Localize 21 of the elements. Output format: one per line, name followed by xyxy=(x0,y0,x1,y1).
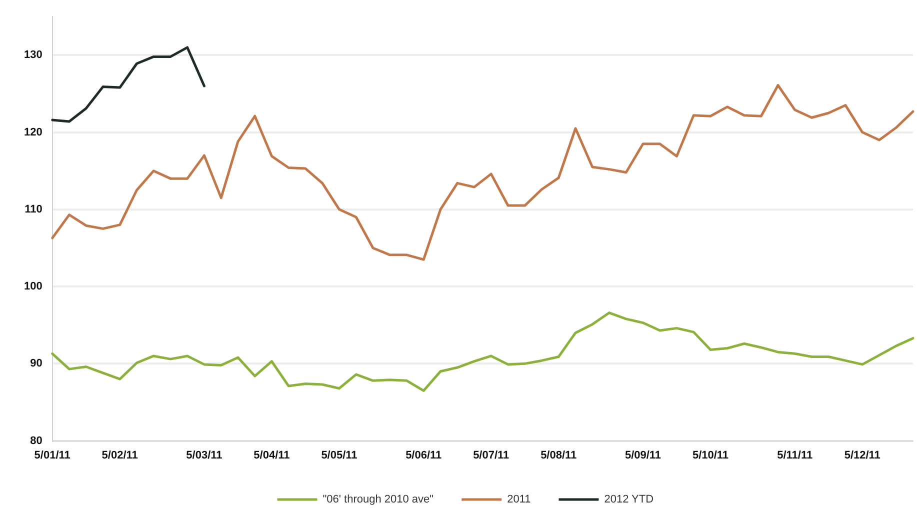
x-tick-label: 5/03/11 xyxy=(186,449,222,462)
x-tick-label: 5/12/11 xyxy=(844,449,880,462)
x-tick-label: 5/09/11 xyxy=(624,449,662,462)
y-tick-label: 110 xyxy=(24,203,42,216)
y-tick-label: 90 xyxy=(30,358,42,370)
x-tick-label: 5/04/11 xyxy=(254,449,290,462)
legend-label: 2011 xyxy=(507,494,531,506)
y-tick-label: 100 xyxy=(24,280,42,293)
x-tick-label: 5/01/11 xyxy=(34,449,70,462)
y-tick-label: 80 xyxy=(30,434,42,447)
x-tick-label: 5/10/11 xyxy=(692,449,729,462)
y-tick-label: 120 xyxy=(24,126,42,138)
x-tick-label: 5/05/11 xyxy=(321,449,358,462)
y-tick-label: 130 xyxy=(24,49,42,62)
legend-label: 2012 YTD xyxy=(604,494,654,506)
legend-label: "06' through 2010 ave" xyxy=(322,494,434,506)
x-tick-label: 5/07/11 xyxy=(473,449,510,462)
x-tick-label: 5/11/11 xyxy=(777,449,813,462)
x-tick-label: 5/06/11 xyxy=(406,449,442,462)
x-tick-label: 5/02/11 xyxy=(102,449,138,462)
x-tick-label: 5/08/11 xyxy=(540,449,577,462)
